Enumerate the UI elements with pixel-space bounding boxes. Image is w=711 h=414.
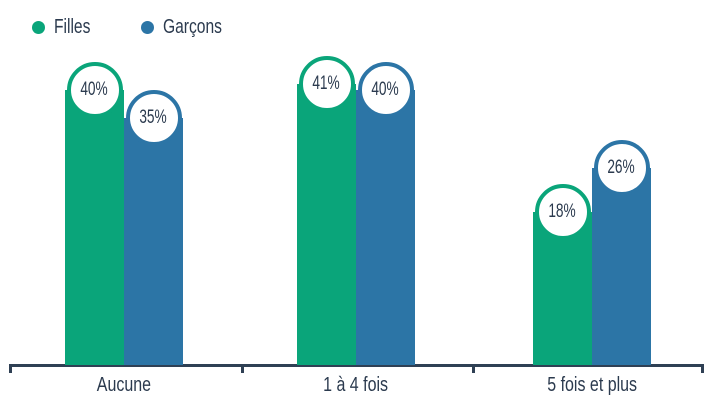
value-label-bubble: 40%: [357, 62, 414, 118]
value-label-bubble: 41%: [298, 56, 355, 113]
value-label-bubble: 40%: [66, 62, 123, 118]
axis-tick: [241, 364, 244, 373]
category-label-aucune: Aucune: [96, 374, 152, 396]
legend-label-garcons: Garçons: [162, 16, 222, 38]
category-label-5-fois-et-plus: 5 fois et plus: [547, 374, 637, 396]
value-label: 18%: [548, 200, 577, 222]
value-label: 40%: [80, 79, 109, 100]
legend-dot-garcons-icon: [140, 21, 154, 34]
value-label: 35%: [139, 106, 168, 128]
bar-garcons-1: [356, 90, 415, 365]
legend-item-filles: Filles: [32, 16, 101, 39]
axis-tick: [701, 364, 704, 373]
value-label-bubble: 26%: [593, 139, 650, 196]
axis-tick: [472, 364, 475, 373]
value-label-bubble: 18%: [534, 183, 591, 240]
value-label: 40%: [371, 79, 400, 100]
bar-filles-0: [65, 90, 124, 365]
bar-filles-1: [297, 84, 356, 365]
bar-garcons-2: [592, 167, 651, 365]
axis-tick: [9, 364, 12, 373]
legend-dot-filles-icon: [32, 21, 45, 34]
category-label-1-a-4-fois: 1 à 4 fois: [323, 374, 389, 396]
value-label: 41%: [312, 73, 341, 95]
value-label-bubble: 35%: [125, 89, 182, 146]
legend-label-filles: Filles: [54, 16, 91, 38]
legend-item-garcons: Garçons: [140, 16, 239, 39]
value-label: 26%: [607, 156, 636, 178]
x-axis: [9, 364, 704, 367]
bar-garcons-0: [124, 117, 183, 365]
legend: Filles Garçons: [32, 16, 238, 39]
